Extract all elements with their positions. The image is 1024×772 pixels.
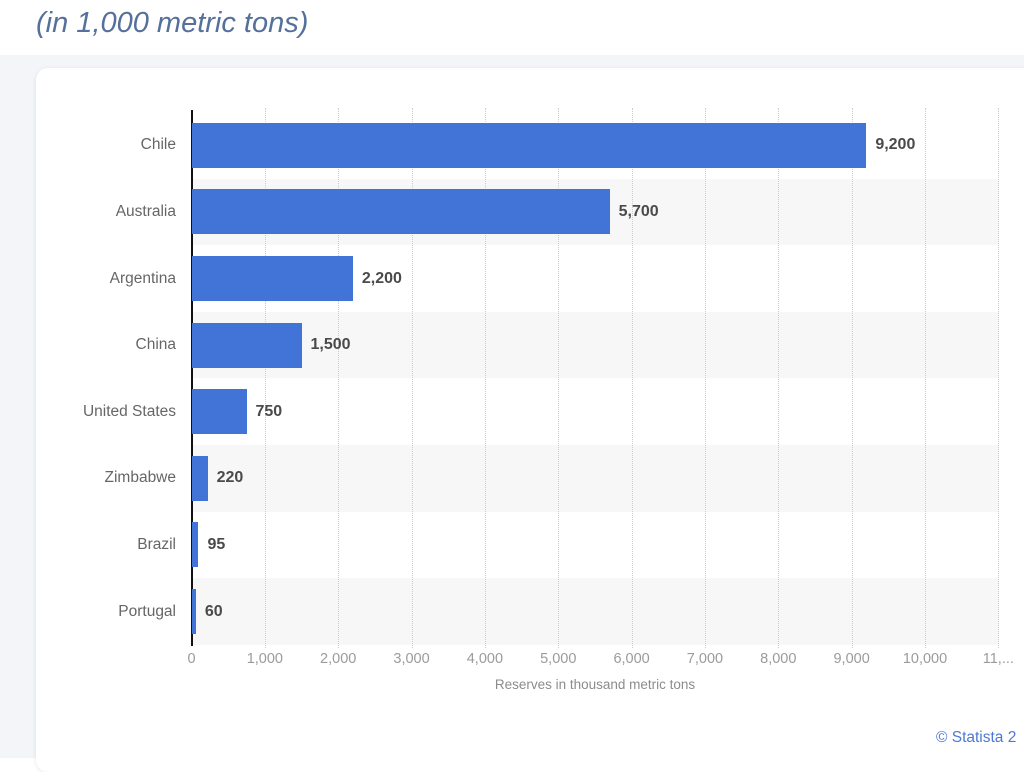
- category-label: Argentina: [109, 269, 176, 287]
- x-tick-label: 11,...: [982, 651, 1014, 667]
- x-tick-label: 1,000: [246, 651, 283, 667]
- category-label: United States: [82, 402, 176, 420]
- x-axis-title: Reserves in thousand metric tons: [494, 677, 696, 692]
- gridline: [925, 108, 926, 648]
- x-tick-label: 4,000: [466, 651, 504, 667]
- value-label: 2,200: [361, 269, 402, 287]
- value-label: 95: [207, 535, 226, 553]
- y-axis-line: [190, 110, 193, 646]
- category-label: China: [135, 336, 177, 354]
- bar-united-states[interactable]: [191, 389, 247, 435]
- value-label: 1,500: [310, 336, 351, 354]
- gridline: [558, 108, 560, 648]
- bar-portugal[interactable]: [191, 589, 196, 634]
- x-tick-label: 5,000: [540, 651, 577, 667]
- value-label: 9,200: [875, 136, 916, 154]
- row-stripe: [191, 311, 999, 379]
- category-label: Chile: [140, 136, 176, 154]
- x-tick-label: 2,000: [320, 651, 357, 667]
- row-stripe: [191, 578, 999, 645]
- gridline: [704, 108, 706, 648]
- bar-zimbabwe[interactable]: [191, 455, 208, 501]
- x-tick-label: 8,000: [760, 651, 797, 667]
- category-label: Australia: [115, 202, 176, 220]
- category-label: Brazil: [137, 535, 176, 553]
- bar-chile[interactable]: [191, 122, 867, 168]
- gridline: [851, 108, 853, 648]
- category-label: Zimbabwe: [104, 469, 177, 487]
- statista-copyright-link[interactable]: © Statista 2: [936, 729, 1017, 746]
- gridline: [338, 108, 340, 648]
- value-label: 750: [255, 402, 283, 420]
- x-tick-label: 7,000: [686, 651, 724, 667]
- x-tick-label: 9,000: [833, 651, 870, 667]
- value-label: 60: [204, 602, 223, 620]
- category-label: Portugal: [118, 602, 176, 620]
- gridline: [631, 108, 633, 648]
- x-tick-label: 3,000: [393, 651, 430, 667]
- x-tick-label: 0: [187, 651, 196, 667]
- row-stripe: [191, 445, 999, 512]
- bar-china[interactable]: [191, 322, 302, 368]
- x-tick-label: 6,000: [613, 651, 650, 667]
- bar-brazil[interactable]: [191, 522, 199, 568]
- value-label: 220: [216, 469, 244, 487]
- gridline: [484, 108, 486, 648]
- gridline: [264, 108, 266, 648]
- x-tick-label: 10,000: [902, 651, 948, 667]
- gridline: [411, 108, 413, 648]
- value-label: 5,700: [618, 202, 659, 220]
- gridline: [778, 108, 780, 648]
- gridline: [998, 108, 1000, 648]
- chart-subtitle: (in 1,000 metric tons): [36, 7, 309, 39]
- bar-argentina[interactable]: [191, 256, 353, 301]
- bar-australia[interactable]: [191, 189, 610, 235]
